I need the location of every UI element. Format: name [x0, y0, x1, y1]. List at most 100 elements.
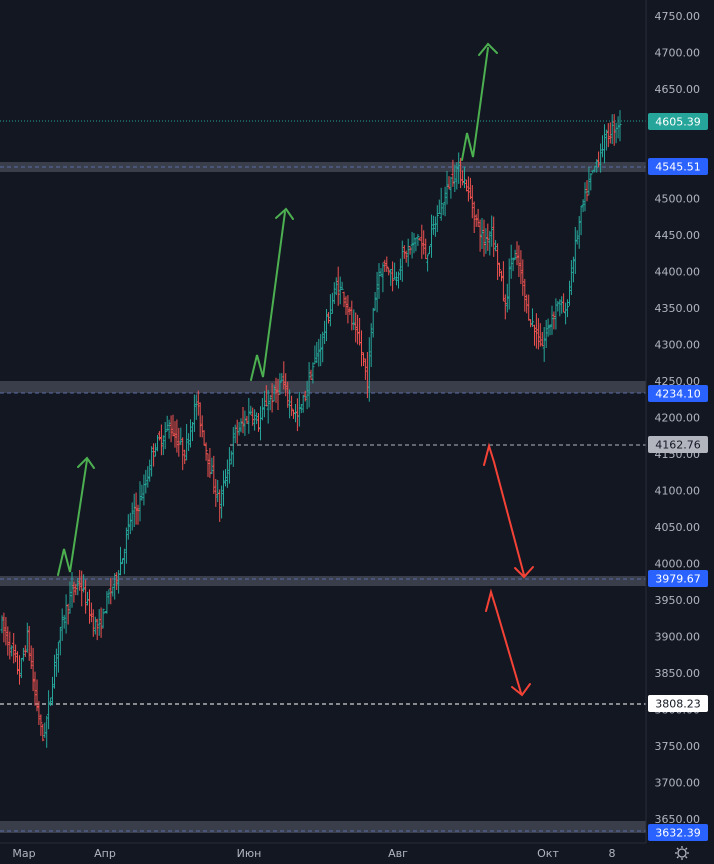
ohlc-bar: [222, 470, 225, 507]
ohlc-bar: [119, 546, 122, 576]
ohlc-bar: [255, 412, 259, 425]
tag-4234-bg: [648, 385, 708, 402]
ohlc-bar: [134, 492, 138, 525]
ohlc-bar: [519, 250, 523, 285]
arrow-down-2: [485, 588, 522, 694]
ohlc-bar: [282, 361, 286, 390]
ohlc-bar: [332, 282, 336, 304]
ohlc-bar: [214, 479, 218, 507]
ohlc-bar: [33, 671, 37, 706]
ohlc-bar: [371, 307, 375, 338]
levels-layer: [0, 120, 646, 833]
x-tick-aug: Авг: [388, 847, 408, 860]
tag-last: 4605.39: [655, 116, 701, 129]
ohlc-bar: [529, 319, 533, 328]
ohlc-bar: [307, 362, 311, 408]
ohlc-bar: [290, 395, 294, 416]
tag-last-bg: [648, 113, 708, 130]
ohlc-bar: [544, 320, 548, 348]
ohlc-bar: [4, 617, 8, 646]
ohlc-bar: [461, 170, 465, 186]
y-tick-label: 3950.00: [655, 594, 701, 607]
ohlc-bar: [140, 484, 144, 501]
time-axis-background: [0, 843, 714, 864]
ohlc-bar: [257, 413, 260, 432]
ohlc-bar: [161, 435, 165, 455]
ohlc-bar: [587, 167, 591, 196]
ohlc-bar: [122, 548, 126, 575]
ohlc-bar: [53, 654, 56, 689]
x-tick-jun: Июн: [237, 847, 262, 860]
x-tick-oct: Окт: [537, 847, 559, 860]
ohlc-bar: [465, 179, 468, 192]
ohlc-bar: [21, 647, 25, 662]
ohlc-bar: [157, 431, 161, 441]
ohlc-bar: [266, 389, 270, 424]
ohlc-bar: [412, 233, 416, 254]
zone-3632: [0, 821, 646, 833]
y-tick-label: 4300.00: [655, 339, 701, 352]
ohlc-bar: [589, 173, 593, 191]
ohlc-bar: [241, 407, 245, 434]
ohlc-bar: [165, 415, 169, 432]
ohlc-bar: [404, 250, 408, 263]
ohlc-bar: [379, 268, 383, 277]
x-tick-mar: Мар: [12, 847, 35, 860]
ohlc-bar: [568, 280, 571, 306]
ohlc-bar: [173, 421, 177, 448]
ohlc-bar: [428, 245, 431, 254]
y-tick-label: 4100.00: [655, 485, 701, 498]
ohlc-bar: [577, 216, 581, 249]
ohlc-bar: [89, 602, 93, 623]
ohlc-bar: [397, 271, 400, 289]
ohlc-bar: [249, 405, 253, 416]
ohlc-bar: [179, 427, 183, 446]
ohlc-bar: [521, 259, 525, 296]
ohlc-bar: [192, 394, 196, 432]
settings-gear-icon[interactable]: [675, 846, 689, 860]
ohlc-bar: [346, 295, 350, 324]
ohlc-bar: [603, 124, 606, 164]
ohlc-bar: [597, 151, 601, 168]
ohlc-bar: [206, 453, 210, 477]
tag-4234: 4234.10: [655, 388, 701, 401]
ohlc-bar: [373, 292, 377, 311]
ohlc-bar: [336, 266, 340, 306]
ohlc-bar: [494, 240, 498, 252]
ohlc-bar: [23, 645, 27, 657]
ohlc-bar: [595, 159, 599, 173]
ohlc-bar: [470, 185, 474, 219]
ohlc-bar: [422, 230, 426, 255]
ohlc-bar: [35, 679, 39, 712]
y-tick-label: 4200.00: [655, 412, 701, 425]
ohlc-bar: [138, 481, 142, 522]
ohlc-bar: [181, 437, 185, 471]
ohlc-bar: [231, 427, 235, 467]
ohlc-bar: [367, 337, 371, 402]
tag-3632: 3632.39: [655, 827, 701, 840]
ohlc-bar: [189, 419, 192, 448]
ohlc-bar: [270, 383, 274, 413]
ohlc-bar: [111, 586, 115, 597]
ohlc-bar: [177, 427, 181, 457]
ohlc-bar: [439, 187, 443, 221]
ohlc-bar: [84, 579, 88, 614]
ohlc-bar: [105, 591, 109, 614]
ohlc-bar: [492, 216, 496, 257]
ohlc-bar: [398, 258, 402, 280]
ohlc-bar: [426, 254, 430, 272]
ohlc-bar: [51, 676, 54, 706]
ohlc-bar: [144, 469, 148, 494]
ohlc-bar: [406, 238, 410, 267]
ohlc-bar: [383, 259, 387, 272]
ohlc-bar: [260, 398, 264, 421]
ohlc-bars: [0, 110, 622, 748]
ohlc-bar: [245, 415, 249, 424]
arrows-layer: [57, 42, 534, 697]
ohlc-bar: [210, 457, 214, 475]
price-axis-ticks[interactable]: 3650.003700.003750.003800.003850.003900.…: [655, 10, 701, 826]
y-tick-label: 3900.00: [655, 631, 701, 644]
ohlc-bar: [385, 256, 389, 272]
ohlc-bar: [511, 257, 515, 272]
ohlc-bar: [488, 230, 492, 256]
